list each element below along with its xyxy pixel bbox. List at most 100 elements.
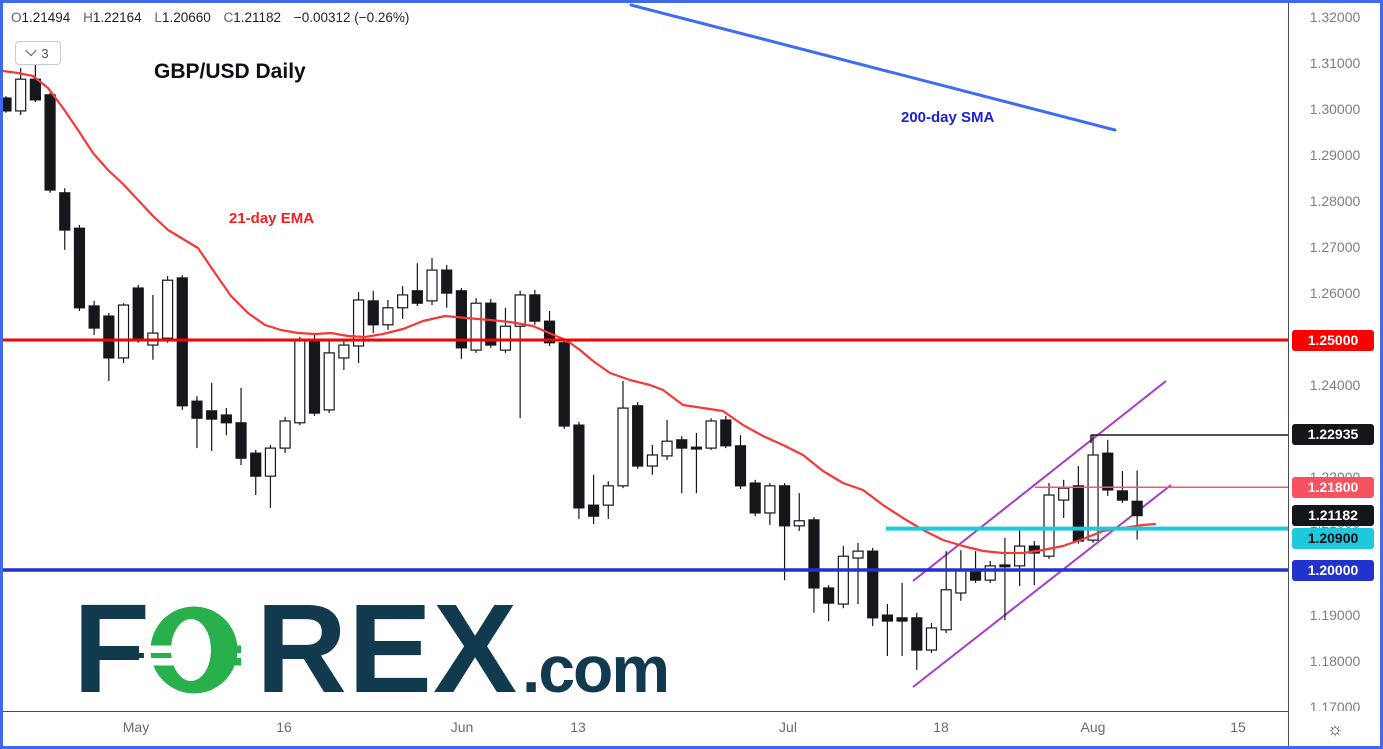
candle <box>808 517 820 613</box>
price-axis-label: 1.27000 <box>1309 239 1361 255</box>
candle <box>896 582 908 657</box>
ohlc-high-value: 1.22164 <box>92 10 142 25</box>
price-badge: 1.21800 <box>1292 476 1374 498</box>
time-axis-label: Aug <box>1080 719 1106 735</box>
candle <box>352 292 365 363</box>
candle <box>867 547 879 627</box>
candle <box>88 300 100 335</box>
ohlc-low-label: L <box>154 10 162 25</box>
candles-count-button[interactable]: 3 <box>15 41 61 65</box>
ema-line-label: 21-day EMA <box>229 210 315 227</box>
price-badge: 1.21182 <box>1292 505 1374 527</box>
candle <box>940 551 952 634</box>
candle <box>984 560 996 583</box>
svg-text:REX: REX <box>256 600 518 700</box>
candle <box>661 420 673 461</box>
candle <box>147 294 159 360</box>
candle <box>441 265 453 308</box>
price-axis[interactable]: 1.32000 1.31000 1.30000 1.29000 1.28000 1.270… <box>1288 3 1380 711</box>
candle <box>191 396 203 449</box>
candle <box>823 585 835 622</box>
candle <box>323 340 335 414</box>
time-axis-label: 16 <box>276 719 292 735</box>
candle <box>235 387 247 466</box>
candle <box>999 537 1011 621</box>
candle <box>529 289 541 325</box>
candle <box>602 481 614 519</box>
candle <box>911 612 923 670</box>
candle <box>294 336 306 426</box>
trend-channel-line[interactable] <box>912 380 1167 582</box>
price-badge: 1.20900 <box>1292 527 1374 549</box>
candle <box>367 290 379 334</box>
ohlc-close-label: C <box>223 10 234 25</box>
candles-count-value: 3 <box>41 45 49 61</box>
candle <box>426 258 438 306</box>
candle <box>455 288 467 359</box>
candle <box>881 604 894 657</box>
candle <box>690 432 703 494</box>
candle <box>470 298 482 353</box>
candle <box>632 402 644 469</box>
candle <box>969 551 982 583</box>
candle <box>279 416 291 454</box>
candle <box>103 312 115 381</box>
ohlc-open-value: 1.21494 <box>21 10 71 25</box>
time-axis-label: 13 <box>570 719 586 735</box>
time-axis-label: Jul <box>779 719 797 735</box>
candle <box>250 449 262 496</box>
price-badge: 1.25000 <box>1292 329 1374 351</box>
candle <box>117 303 130 363</box>
price-axis-label: 1.30000 <box>1309 101 1361 117</box>
price-axis-label: 1.18000 <box>1309 653 1361 669</box>
candle <box>206 382 218 451</box>
price-axis-label: 1.31000 <box>1309 55 1361 71</box>
ohlc-readout: O1.21494 H1.22164 L1.20660 C1.21182 −0.0… <box>11 10 418 25</box>
candle <box>176 275 188 410</box>
time-axis-label: 18 <box>933 719 949 735</box>
price-axis-label: 1.32000 <box>1309 9 1361 25</box>
candle <box>793 493 805 531</box>
candle <box>1014 528 1026 587</box>
candle <box>837 546 849 609</box>
price-axis-label: 1.17000 <box>1309 699 1361 711</box>
ohlc-open-label: O <box>11 10 22 25</box>
candle <box>749 479 761 517</box>
page-title: GBP/USD Daily <box>154 60 306 83</box>
price-axis-label: 1.28000 <box>1309 193 1361 209</box>
candle <box>734 435 747 490</box>
price-chart[interactable] <box>3 3 1291 711</box>
candle <box>411 263 423 306</box>
candle <box>1058 479 1070 519</box>
candle <box>676 436 688 494</box>
ema-line[interactable] <box>3 69 1157 555</box>
candle <box>1043 483 1055 559</box>
candle <box>720 415 732 449</box>
candle <box>44 92 56 193</box>
axis-settings-corner: ☼ <box>1288 711 1380 746</box>
price-axis-label: 1.26000 <box>1309 285 1361 301</box>
candle <box>382 299 394 330</box>
candle <box>587 474 600 524</box>
candle <box>1087 434 1099 543</box>
forex-com-logo: F REX .com <box>73 600 670 700</box>
chevron-down-icon <box>25 44 38 56</box>
candle <box>646 444 658 475</box>
price-axis-label: 1.19000 <box>1309 607 1361 623</box>
candle <box>705 418 717 450</box>
trend-channel-line[interactable] <box>912 484 1172 688</box>
time-axis[interactable]: May 16 Jun 13 Jul 18 Aug 15 <box>3 711 1380 746</box>
ohlc-low-value: 1.20660 <box>161 10 211 25</box>
sma-line[interactable] <box>629 3 1117 132</box>
price-badge: 1.22935 <box>1292 424 1374 446</box>
candle <box>132 284 144 343</box>
candle <box>338 340 350 370</box>
candle <box>3 96 12 113</box>
time-axis-label: 15 <box>1230 719 1246 735</box>
candle <box>573 421 585 519</box>
price-badge: 1.20000 <box>1292 559 1374 581</box>
gear-icon[interactable]: ☼ <box>1326 718 1344 739</box>
candle <box>499 307 512 353</box>
price-axis-label: 1.29000 <box>1309 147 1361 163</box>
